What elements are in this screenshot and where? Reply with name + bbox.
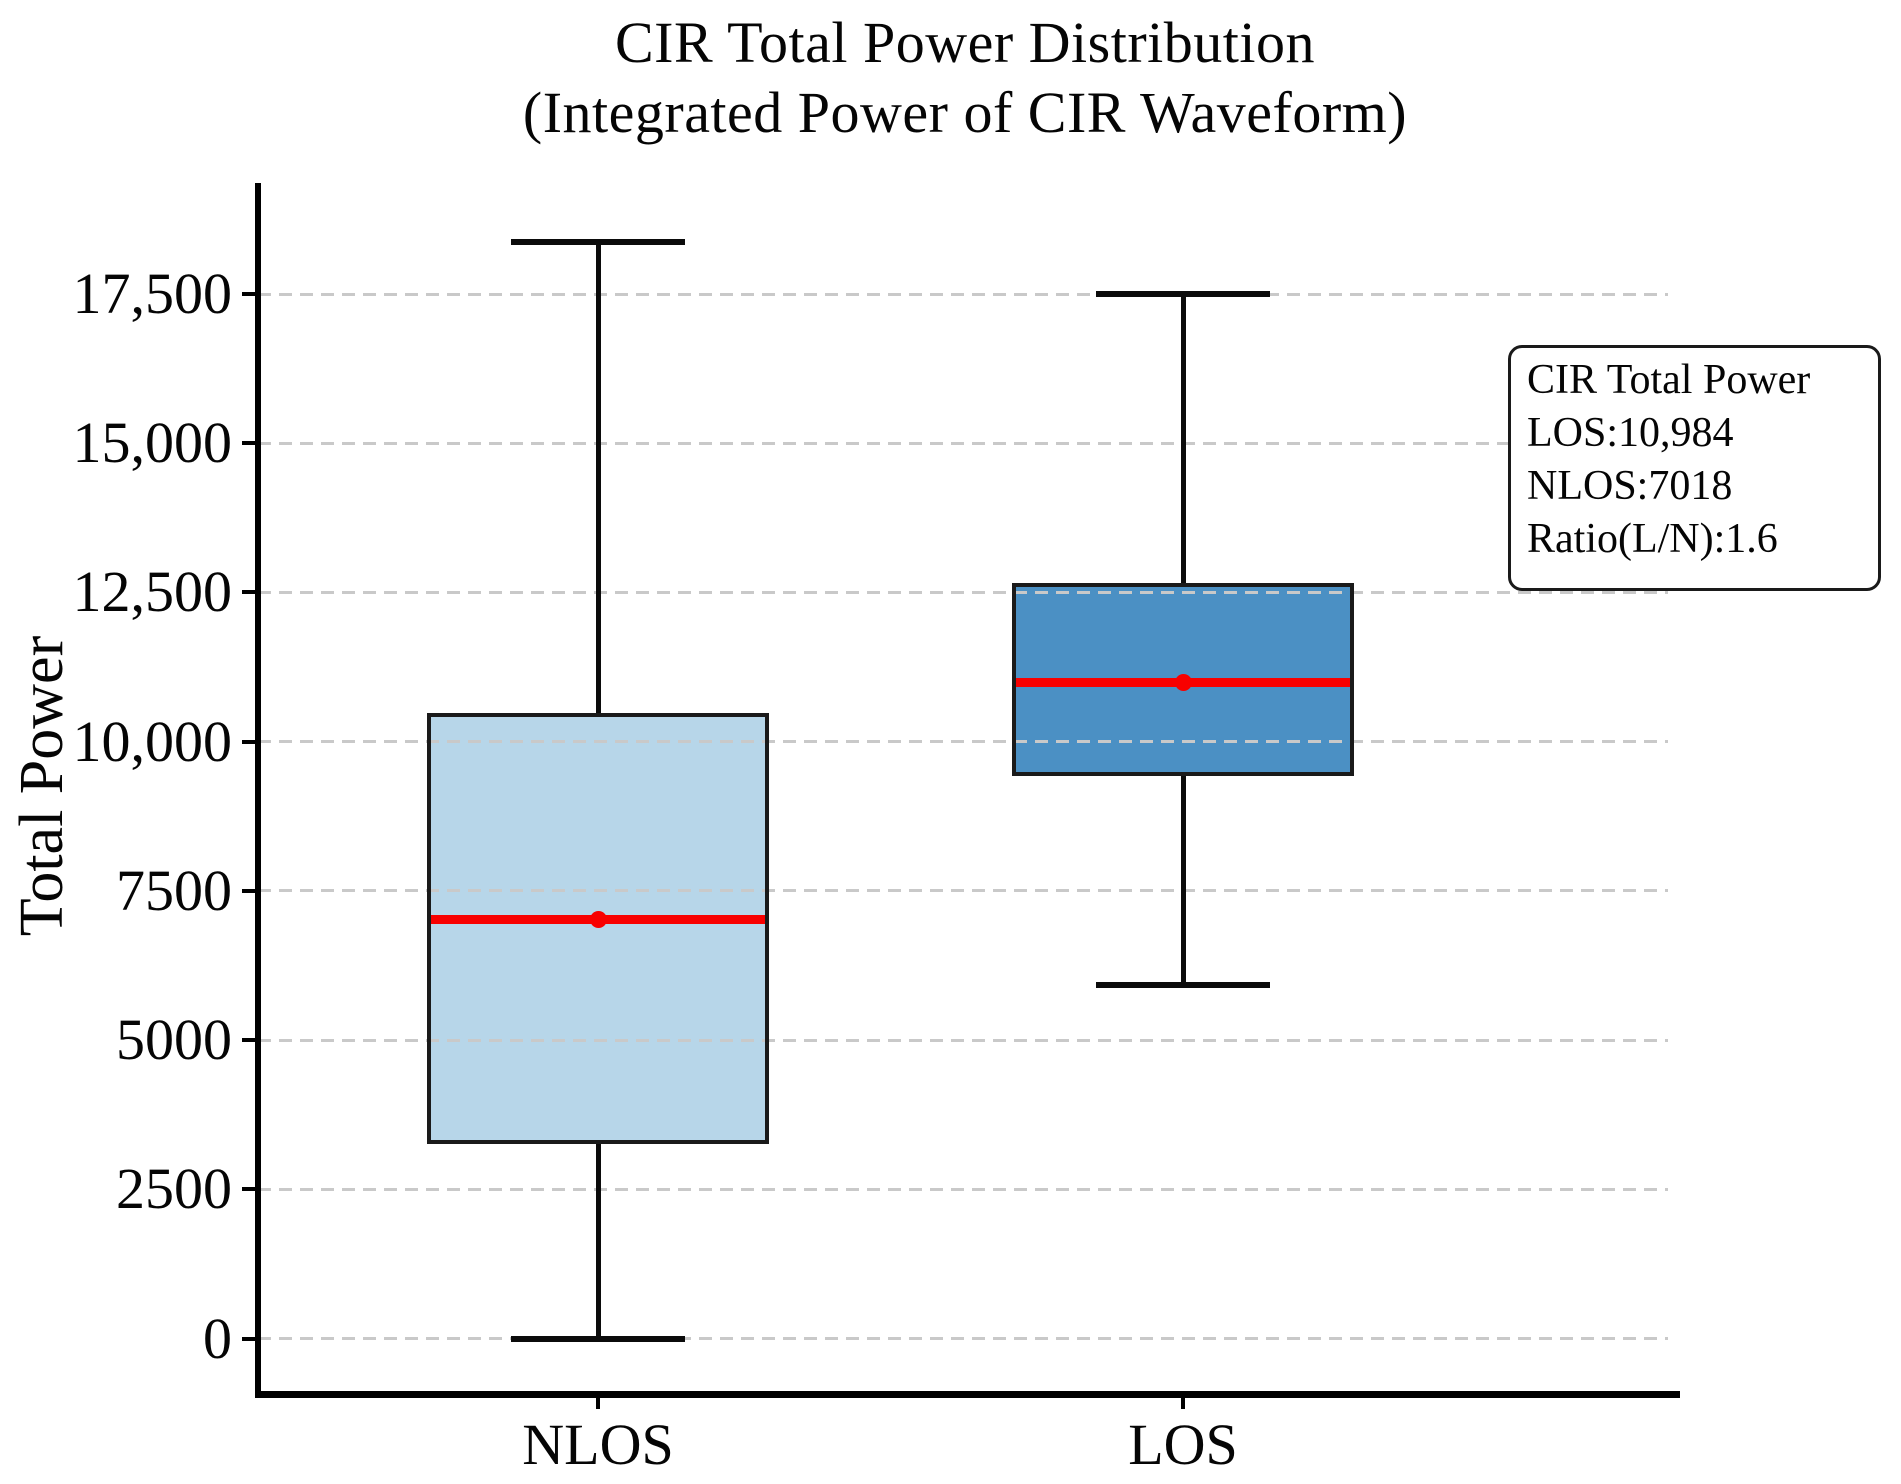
y-tick-label: 12,500	[72, 559, 233, 625]
x-tick-mark	[1181, 1394, 1185, 1409]
x-tick-label-nlos: NLOS	[522, 1412, 674, 1477]
annotation-line-title: CIR Total Power	[1527, 357, 1811, 403]
mean-dot-los	[1174, 674, 1192, 692]
gridline	[258, 1187, 1668, 1191]
gridline	[258, 740, 1668, 744]
y-tick-label: 15,000	[72, 410, 233, 476]
gridline	[258, 889, 1668, 893]
y-tick-mark	[242, 292, 257, 296]
annotation-line-ratio: Ratio(L/N):1.6	[1527, 516, 1778, 562]
y-tick-label: 2500	[116, 1156, 232, 1222]
y-tick-mark	[242, 888, 257, 893]
upper-whisker-cap-nlos	[511, 239, 685, 246]
chart-title: CIR Total Power Distribution (Integrated…	[0, 8, 1901, 148]
gridline	[258, 590, 1668, 594]
upper-whisker-nlos	[595, 242, 601, 713]
y-tick-label: 0	[203, 1305, 232, 1371]
y-tick-label: 7500	[116, 857, 232, 923]
lower-whisker-nlos	[595, 1143, 601, 1339]
annotation-line-nlos: NLOS:7018	[1527, 463, 1733, 509]
y-axis-spine	[255, 183, 261, 1397]
y-tick-label: 5000	[116, 1007, 232, 1073]
upper-whisker-cap-los	[1096, 291, 1270, 297]
upper-whisker-los	[1180, 294, 1186, 583]
gridline	[258, 1337, 1668, 1340]
mean-dot-nlos	[589, 911, 607, 929]
gridline	[258, 292, 1668, 296]
gridline	[258, 441, 1668, 445]
y-tick-mark	[242, 1187, 257, 1192]
lower-whisker-los	[1180, 776, 1186, 986]
box-nlos	[427, 712, 769, 1144]
lower-whisker-cap-nlos	[511, 1335, 685, 1342]
x-axis-spine	[255, 1391, 1680, 1398]
lower-whisker-cap-los	[1096, 982, 1270, 989]
y-tick-label: 17,500	[72, 261, 233, 326]
y-tick-mark	[242, 1038, 257, 1043]
box-fill-nlos	[427, 712, 769, 1144]
chart-title-line2: (Integrated Power of CIR Waveform)	[522, 80, 1408, 145]
y-tick-mark	[242, 739, 257, 744]
gridline	[258, 1038, 1668, 1042]
chart-title-line1: CIR Total Power Distribution	[614, 10, 1316, 75]
x-tick-mark	[596, 1394, 600, 1409]
x-tick-label-los: LOS	[1128, 1412, 1238, 1477]
y-tick-mark	[242, 590, 257, 595]
y-tick-mark	[242, 441, 257, 446]
box-los	[1012, 582, 1354, 777]
annotation-box: CIR Total Power LOS:10,984 NLOS:7018 Rat…	[1508, 345, 1881, 591]
y-tick-label: 10,000	[72, 708, 233, 774]
annotation-line-los: LOS:10,984	[1527, 410, 1734, 456]
y-tick-mark	[242, 1336, 257, 1341]
